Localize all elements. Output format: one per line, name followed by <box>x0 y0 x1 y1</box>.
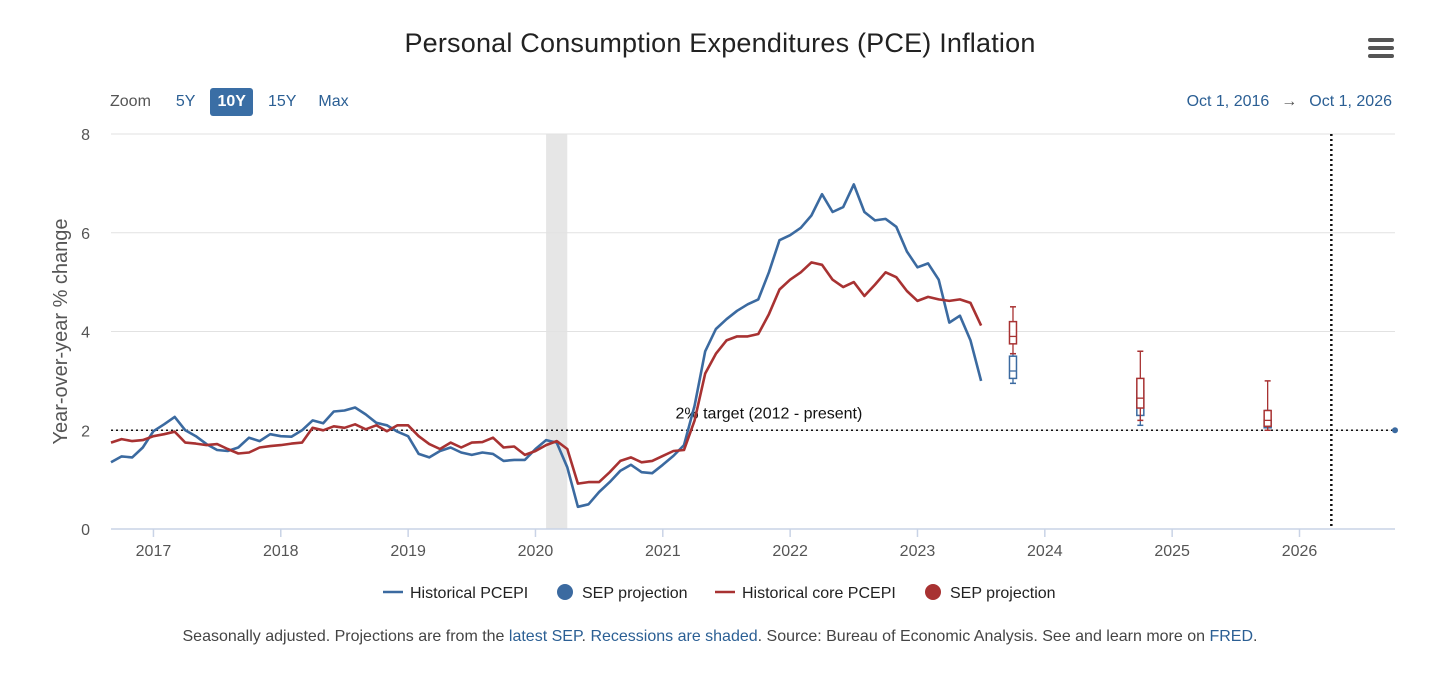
y-tick-label: 2 <box>81 423 90 440</box>
range-start[interactable]: Oct 1, 2016 <box>1186 93 1270 110</box>
zoom-label: Zoom <box>110 93 151 110</box>
chart-title: Personal Consumption Expenditures (PCE) … <box>404 28 1036 58</box>
legend-dot-swatch <box>925 584 941 600</box>
x-tick-label: 2017 <box>136 543 172 560</box>
sep-core-projection-boxplot[interactable] <box>1008 320 1018 345</box>
x-tick-label: 2026 <box>1282 543 1318 560</box>
series-historical-core-pcepi-line[interactable] <box>110 261 983 485</box>
x-tick-label: 2022 <box>772 543 808 560</box>
legend-label: Historical core PCEPI <box>742 585 896 602</box>
sep-core-projection-boxplot[interactable] <box>1136 377 1145 409</box>
legend-label: SEP projection <box>950 585 1056 602</box>
legend-label: SEP projection <box>582 585 688 602</box>
x-tick-label: 2025 <box>1154 543 1190 560</box>
legend-item-sep-projection-3[interactable]: SEP projection <box>925 584 1056 602</box>
recessions-shaded-link[interactable]: Recessions are shaded <box>590 628 758 645</box>
x-tick-label: 2020 <box>518 543 554 560</box>
zoom-controls: Zoom 5Y 10Y 15Y Max <box>110 88 364 116</box>
footer-text-2: . <box>581 628 591 645</box>
latest-sep-link[interactable]: latest SEP <box>508 628 582 645</box>
footer-text-4: . <box>1253 628 1258 645</box>
fred-link[interactable]: FRED <box>1209 628 1254 645</box>
sep-core-projection-boxplot[interactable] <box>1263 409 1272 428</box>
y-axis-label: Year-over-year % change <box>50 218 72 444</box>
series-historical-pcepi-line[interactable] <box>110 183 983 509</box>
x-tick-label: 2023 <box>900 543 936 560</box>
range-arrow-icon: → <box>1281 93 1298 110</box>
legend-item-sep-projection-1[interactable]: SEP projection <box>557 584 688 602</box>
legend-item-historical-pcepi-0[interactable]: Historical PCEPI <box>383 585 528 602</box>
footer-text-3: . Source: Bureau of Economic Analysis. S… <box>757 628 1210 645</box>
zoom-max-button[interactable]: Max <box>318 93 349 110</box>
legend-dot-swatch <box>557 584 573 600</box>
zoom-5y-button[interactable]: 5Y <box>175 93 196 110</box>
range-end[interactable]: Oct 1, 2026 <box>1309 93 1392 110</box>
hamburger-menu-icon[interactable] <box>1368 38 1394 62</box>
y-tick-label: 8 <box>81 127 90 144</box>
x-tick-label: 2019 <box>390 543 426 560</box>
x-tick-label: 2024 <box>1027 543 1063 560</box>
zoom-10y-button[interactable]: 10Y <box>210 88 253 116</box>
legend-item-historical-core-pcepi-2[interactable]: Historical core PCEPI <box>715 585 896 602</box>
x-tick-label: 2018 <box>263 543 299 560</box>
zoom-15y-button[interactable]: 15Y <box>267 93 297 110</box>
target-label: 2% target (2012 - present) <box>676 405 863 422</box>
x-tick-label: 2021 <box>645 543 681 560</box>
sep-headline-projection-boxplot[interactable] <box>1392 427 1398 434</box>
legend-label: Historical PCEPI <box>410 585 528 602</box>
y-tick-label: 0 <box>81 522 90 539</box>
y-tick-label: 4 <box>81 325 90 342</box>
footer-text-1: Seasonally adjusted. Projections are fro… <box>182 628 509 645</box>
sep-headline-projection-boxplot[interactable] <box>1008 355 1018 380</box>
y-tick-label: 6 <box>81 226 90 243</box>
footer-note: Seasonally adjusted. Projections are fro… <box>0 628 1440 646</box>
date-range: Oct 1, 2016 → Oct 1, 2026 <box>1187 93 1392 111</box>
